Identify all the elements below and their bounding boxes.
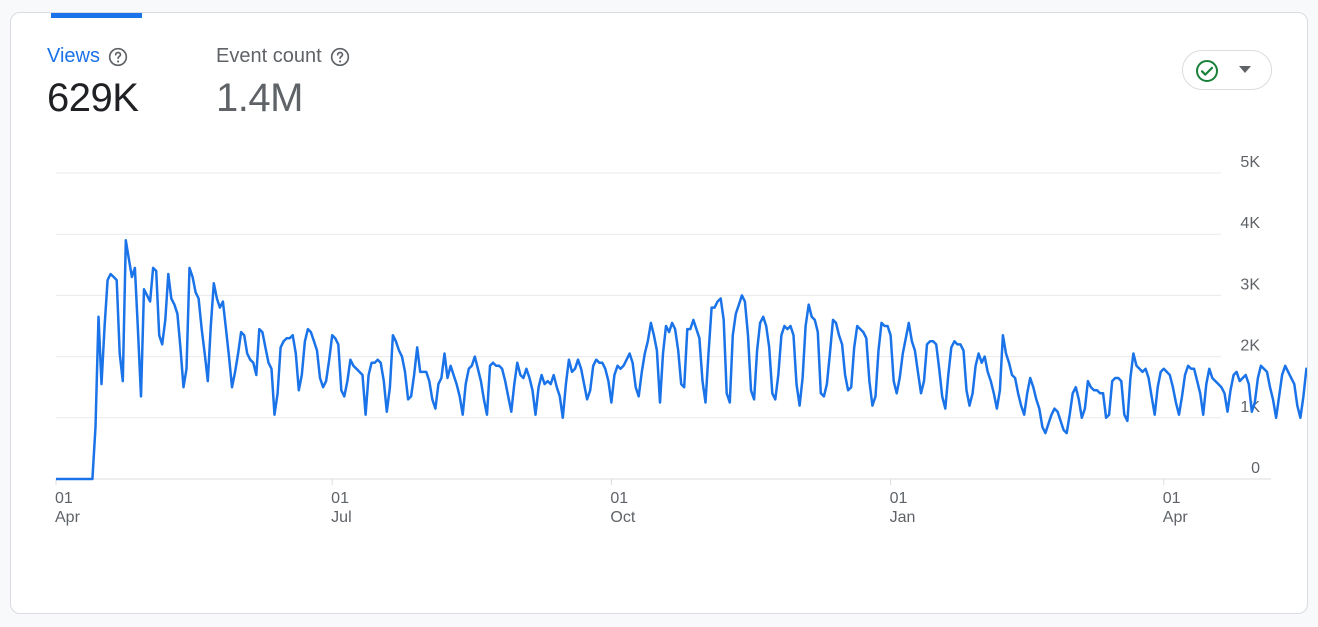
views-value: 629K: [47, 76, 139, 120]
x-tick-month: Apr: [1163, 509, 1189, 526]
help-icon[interactable]: [330, 47, 350, 67]
active-tab-indicator: [51, 13, 142, 18]
x-tick-month: Oct: [610, 509, 635, 526]
views-label: Views: [47, 45, 100, 67]
event-count-value: 1.4M: [216, 76, 303, 120]
y-tick-label: 5K: [1240, 154, 1260, 171]
event-count-label: Event count: [216, 45, 322, 67]
series-line: [56, 239, 1307, 481]
x-tick-day: 01: [610, 490, 628, 507]
y-tick-label: 0: [1251, 460, 1260, 477]
x-tick-month: Jan: [890, 509, 916, 526]
x-tick-month: Apr: [55, 509, 81, 526]
tab-views[interactable]: Views 629K: [47, 45, 139, 121]
y-tick-label: 4K: [1240, 215, 1260, 232]
x-tick-day: 01: [1163, 490, 1181, 507]
x-tick-day: 01: [55, 490, 73, 507]
help-icon[interactable]: [108, 47, 128, 67]
x-tick-month: Jul: [331, 509, 351, 526]
x-tick-day: 01: [331, 490, 349, 507]
metrics-card: Views 629K Event count 1.4M: [10, 12, 1308, 614]
y-tick-label: 2K: [1240, 338, 1260, 355]
x-tick-day: 01: [890, 490, 908, 507]
caret-down-icon: [1239, 66, 1251, 73]
check-circle-icon: [1196, 60, 1218, 82]
y-tick-label: 3K: [1240, 276, 1260, 293]
comparison-dropdown[interactable]: [1182, 50, 1272, 90]
tab-event-count[interactable]: Event count 1.4M: [216, 45, 350, 121]
